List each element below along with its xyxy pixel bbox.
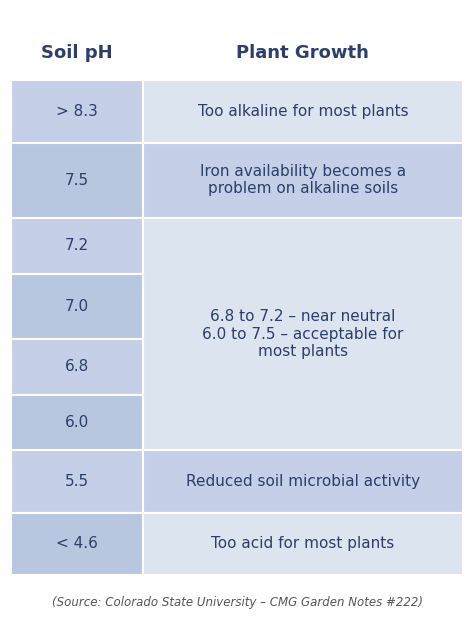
Bar: [11, 339, 143, 395]
Text: 7.2: 7.2: [65, 238, 89, 253]
Text: 6.8: 6.8: [65, 359, 89, 375]
Text: Iron availability becomes a
problem on alkaline soils: Iron availability becomes a problem on a…: [200, 164, 406, 197]
Text: Plant Growth: Plant Growth: [237, 43, 369, 62]
Bar: [11, 143, 143, 218]
Bar: [11, 25, 143, 80]
Text: 6.0: 6.0: [65, 415, 89, 430]
Text: 7.5: 7.5: [65, 172, 89, 188]
Bar: [11, 512, 143, 575]
Bar: [143, 512, 463, 575]
Bar: [143, 143, 463, 218]
Text: Too alkaline for most plants: Too alkaline for most plants: [198, 104, 408, 119]
Bar: [11, 218, 143, 274]
Text: 5.5: 5.5: [65, 474, 89, 489]
Text: (Source: Colorado State University – CMG Garden Notes #222): (Source: Colorado State University – CMG…: [52, 596, 422, 609]
Bar: [11, 395, 143, 451]
Bar: [11, 451, 143, 512]
Text: < 4.6: < 4.6: [56, 536, 98, 551]
Text: > 8.3: > 8.3: [56, 104, 98, 119]
Bar: [143, 80, 463, 143]
Text: Too acid for most plants: Too acid for most plants: [211, 536, 394, 551]
Text: 6.8 to 7.2 – near neutral
6.0 to 7.5 – acceptable for
most plants: 6.8 to 7.2 – near neutral 6.0 to 7.5 – a…: [202, 309, 403, 359]
Bar: [143, 25, 463, 80]
Bar: [143, 218, 463, 451]
Text: Soil pH: Soil pH: [41, 43, 113, 62]
Bar: [11, 80, 143, 143]
Bar: [143, 451, 463, 512]
Bar: [11, 274, 143, 339]
Text: Reduced soil microbial activity: Reduced soil microbial activity: [186, 474, 420, 489]
Text: 7.0: 7.0: [65, 298, 89, 314]
